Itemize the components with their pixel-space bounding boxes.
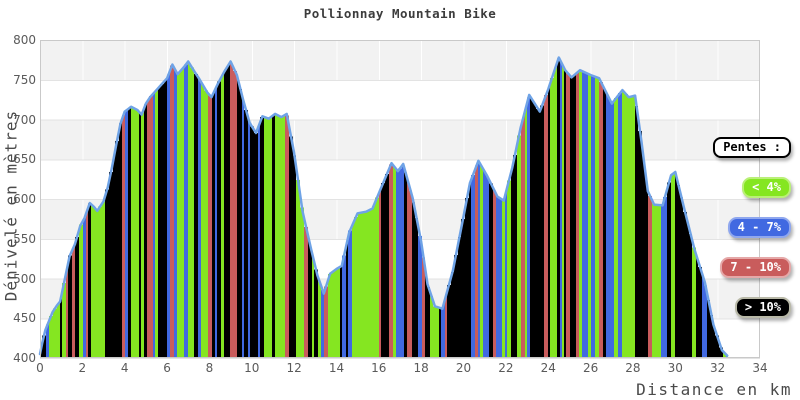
chart-title: Pollionnay Mountain Bike [303, 6, 497, 21]
legend-item-slope-gt-10[interactable]: > 10% [734, 297, 791, 318]
plot-border [40, 40, 760, 358]
slope-bars-layer [40, 58, 728, 359]
y-axis-label: Dénivelé en mètres [1, 109, 21, 302]
legend-item-slope-lt-4[interactable]: < 4% [742, 177, 791, 198]
legend-item-slope-7-10[interactable]: 7 - 10% [720, 257, 791, 278]
profile-line [38, 56, 729, 357]
legend-item-slope-4-7[interactable]: 4 - 7% [727, 217, 791, 238]
x-axis-label: Distance en km [636, 380, 792, 399]
legend-title: Pentes : [713, 137, 791, 158]
